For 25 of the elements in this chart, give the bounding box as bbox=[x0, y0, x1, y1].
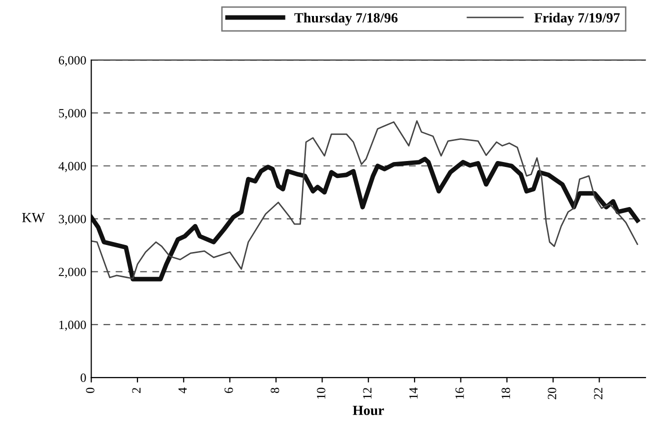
x-tick-label: 4 bbox=[178, 387, 187, 394]
x-tick-label: 2 bbox=[132, 388, 140, 393]
line-series bbox=[91, 120, 638, 280]
x-tick-label: 16 bbox=[455, 388, 464, 399]
x-tick-label: 0 bbox=[86, 388, 94, 394]
y-tick-label: 5,000 bbox=[59, 108, 86, 120]
legend-label: Thursday 7/18/96 bbox=[294, 12, 398, 26]
x-tick-label: 18 bbox=[502, 388, 510, 399]
y-tick-label: 3,000 bbox=[58, 214, 86, 226]
x-tick-label: 10 bbox=[316, 388, 326, 399]
y-tick-label: 4,000 bbox=[58, 162, 86, 172]
y-tick-label: 2,000 bbox=[58, 268, 86, 278]
x-tick-label: 14 bbox=[409, 387, 418, 399]
y-tick-label: 0 bbox=[80, 374, 86, 382]
x-axis-title: Hour bbox=[352, 406, 384, 416]
legend-label: Friday 7/19/97 bbox=[534, 12, 620, 26]
x-tick-label: 22 bbox=[594, 388, 602, 400]
y-tick-label: 6,000 bbox=[58, 56, 86, 66]
x-tick-label: 8 bbox=[270, 388, 280, 394]
y-axis-title: KW bbox=[22, 213, 45, 222]
x-tick-label: 12 bbox=[363, 388, 372, 399]
y-tick-label: 1,000 bbox=[59, 320, 86, 331]
x-tick-label: 6 bbox=[224, 388, 233, 393]
line-series bbox=[91, 156, 640, 282]
x-tick-label: 20 bbox=[548, 388, 556, 400]
